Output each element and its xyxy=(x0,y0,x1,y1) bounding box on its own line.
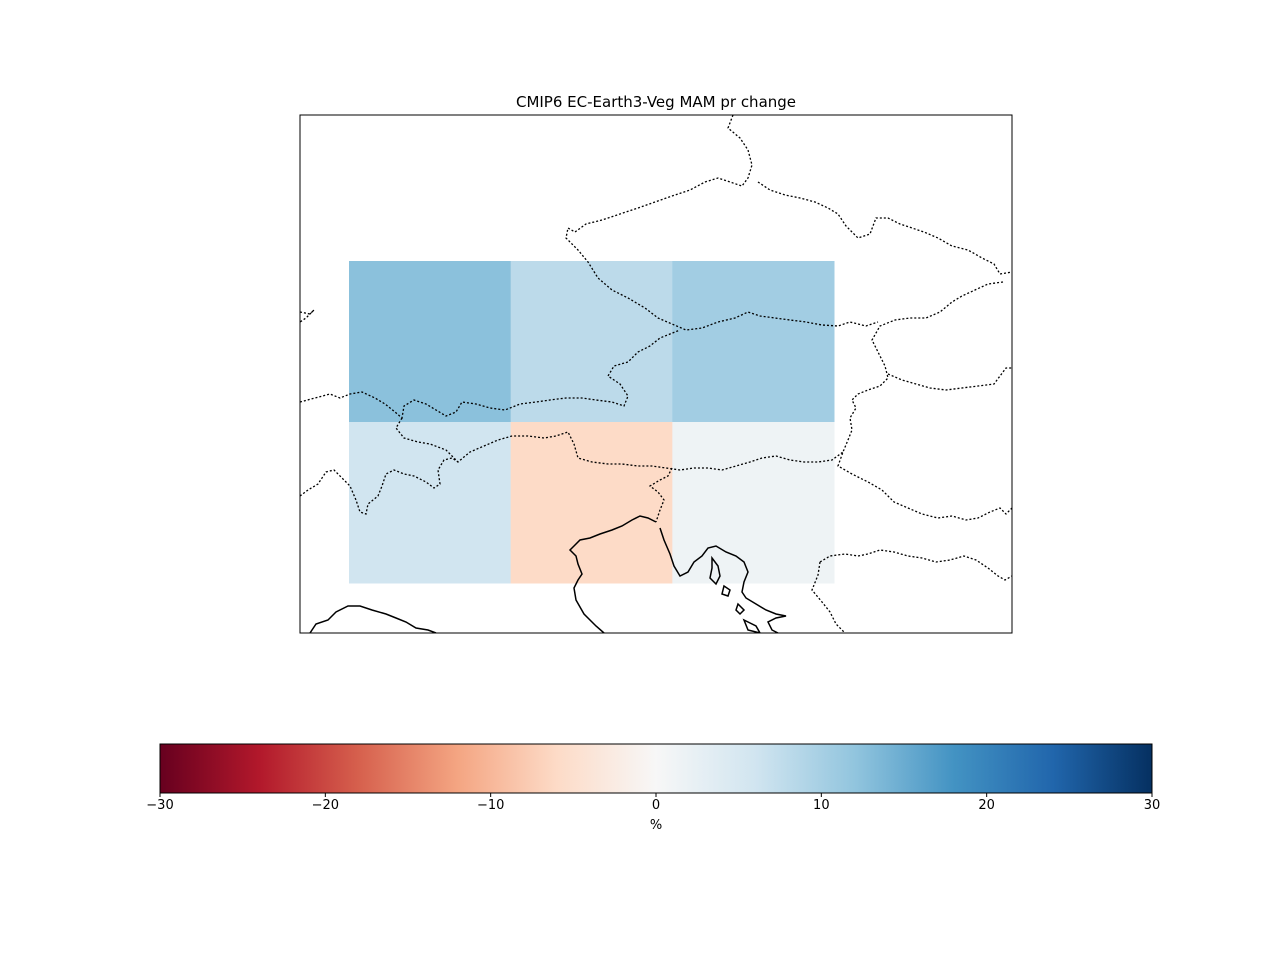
colorbar-tick-label: −30 xyxy=(146,798,173,813)
coastline-istria-croatia xyxy=(659,527,787,633)
map-title: CMIP6 EC-Earth3-Veg MAM pr change xyxy=(516,93,796,111)
country-border-alpine xyxy=(300,329,681,420)
coastline-islands xyxy=(709,555,761,633)
country-border-southeast xyxy=(819,549,1012,581)
grid-cell-r0-c0 xyxy=(349,261,512,423)
colorbar: −30 −20 −10 0 10 20 30 % xyxy=(146,743,1160,833)
coastline-southwest xyxy=(309,605,437,633)
country-border-east-1 xyxy=(837,281,1012,521)
country-border-south xyxy=(811,561,846,633)
grid-cell-r1-c2 xyxy=(672,422,835,584)
country-border-west xyxy=(300,457,459,515)
colorbar-tick-label: 0 xyxy=(652,798,660,813)
country-border-south-alpine xyxy=(395,417,844,471)
country-border-northeast xyxy=(757,181,1012,275)
map-frame xyxy=(299,114,1013,634)
colorbar-ticks: −30 −20 −10 0 10 20 30 xyxy=(146,793,1160,813)
coastline-adriatic xyxy=(568,515,657,633)
colorbar-gradient xyxy=(159,743,1153,794)
grid-cell-r1-c0 xyxy=(349,422,512,584)
colorbar-label: % xyxy=(650,818,662,833)
map-area xyxy=(299,114,1013,634)
colorbar-tick-label: 10 xyxy=(813,798,830,813)
colorbar-tick-label: −10 xyxy=(477,798,504,813)
country-border-east-2 xyxy=(887,367,1012,391)
colorbar-tick-label: 30 xyxy=(1144,798,1161,813)
grid-cell-r0-c2 xyxy=(672,261,835,423)
precipitation-change-grid xyxy=(349,261,835,584)
country-border-north xyxy=(565,115,879,331)
grid-cell-r1-c1 xyxy=(510,422,673,584)
map-lines xyxy=(300,115,1012,633)
colorbar-tick-label: −20 xyxy=(312,798,339,813)
grid-cell-r0-c1 xyxy=(510,261,673,423)
colorbar-tick-label: 20 xyxy=(978,798,995,813)
country-border-northwest xyxy=(300,309,315,323)
